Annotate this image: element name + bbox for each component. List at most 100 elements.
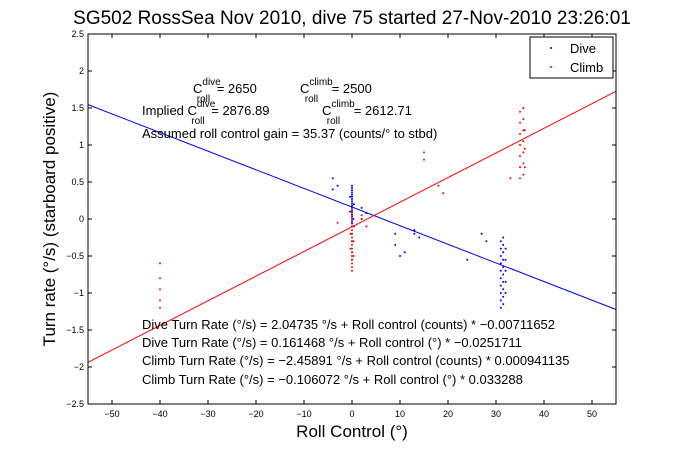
climb-point bbox=[349, 247, 352, 250]
dive-point bbox=[351, 195, 353, 198]
climb-point bbox=[519, 121, 521, 124]
climb-point bbox=[522, 140, 525, 143]
dive-point bbox=[399, 255, 401, 257]
climb-point bbox=[365, 225, 368, 228]
climb-point bbox=[522, 107, 525, 109]
dive-point bbox=[351, 191, 353, 194]
x-tick-label: −20 bbox=[248, 409, 263, 419]
x-tick-label: −40 bbox=[152, 409, 167, 419]
dive-point bbox=[499, 247, 502, 250]
fit-equation-climb-degrees: Climb Turn Rate (°/s) = −0.106072 °/s + … bbox=[142, 372, 523, 387]
climb-point bbox=[519, 177, 521, 180]
climb-point bbox=[351, 214, 353, 217]
dive-point bbox=[502, 295, 505, 298]
climb-point bbox=[351, 240, 353, 243]
climb-point bbox=[336, 221, 339, 224]
climb-point bbox=[522, 162, 525, 165]
dive-point bbox=[351, 198, 353, 201]
climb-point bbox=[351, 243, 353, 246]
dive-point bbox=[502, 258, 505, 261]
climb-point bbox=[352, 240, 355, 243]
climb-point bbox=[523, 166, 526, 169]
dive-point bbox=[394, 232, 397, 235]
climb-point bbox=[351, 229, 353, 232]
x-axis-label: Roll Control (°) bbox=[296, 422, 408, 441]
dive-point bbox=[349, 210, 352, 213]
climb-point bbox=[519, 132, 521, 135]
climb-point bbox=[522, 173, 525, 176]
dive-point bbox=[499, 306, 502, 309]
x-tick-label: 0 bbox=[349, 409, 354, 419]
y-axis-label: Turn rate (°/s) (starboard positive) bbox=[40, 92, 59, 347]
dive-point bbox=[413, 232, 416, 235]
dive-point bbox=[504, 280, 507, 283]
y-tick-label: 2.5 bbox=[71, 29, 84, 39]
legend-marker-dive bbox=[550, 47, 552, 49]
dive-point bbox=[418, 236, 421, 239]
dive-point bbox=[504, 269, 507, 272]
dive-point bbox=[352, 203, 355, 206]
y-tick-label: −2 bbox=[74, 362, 84, 372]
axes: −50 −40 −30 −20 −10 0 10 20 30 40 50−2.5−2−1.5−1−0… bbox=[66, 29, 617, 419]
dive-point bbox=[403, 251, 406, 254]
dive-point bbox=[480, 232, 483, 235]
dive-point bbox=[499, 284, 502, 287]
dive-point bbox=[504, 292, 507, 294]
legend-marker-climb bbox=[550, 66, 552, 68]
climb-point bbox=[522, 118, 525, 121]
dive-point bbox=[502, 280, 505, 283]
dive-point bbox=[499, 255, 502, 257]
y-tick-label: −1.5 bbox=[66, 325, 84, 335]
climb-point bbox=[351, 236, 353, 239]
climb-point bbox=[519, 155, 521, 158]
dive-point bbox=[349, 195, 352, 198]
dive-point bbox=[360, 206, 363, 209]
dive-point bbox=[331, 188, 334, 191]
climb-point bbox=[351, 255, 353, 257]
dive-point bbox=[502, 251, 505, 254]
legend-box bbox=[529, 36, 614, 79]
dive-point bbox=[360, 218, 363, 220]
dive-point bbox=[331, 177, 334, 180]
x-tick-label: 50 bbox=[587, 409, 597, 419]
y-tick-label: −1 bbox=[74, 288, 84, 298]
climb-point bbox=[159, 299, 161, 302]
climb-point bbox=[351, 232, 353, 235]
dive-point bbox=[394, 243, 397, 246]
dive-point bbox=[499, 240, 502, 243]
dive-point bbox=[502, 273, 505, 276]
climb-point bbox=[159, 277, 161, 280]
climb-point bbox=[442, 192, 445, 195]
climb-point bbox=[509, 177, 512, 180]
dive-point bbox=[499, 269, 502, 272]
climb-point bbox=[351, 269, 353, 272]
legend: Dive Climb bbox=[529, 36, 614, 79]
climb-point bbox=[522, 151, 525, 154]
dive-point bbox=[351, 215, 353, 218]
fit-lines bbox=[87, 90, 617, 363]
climb-point bbox=[159, 262, 161, 265]
dive-point bbox=[336, 184, 339, 187]
dive-point bbox=[351, 189, 353, 192]
legend-label-climb: Climb bbox=[570, 60, 603, 75]
climb-point bbox=[522, 129, 525, 132]
fit-line-dive bbox=[87, 104, 617, 310]
climb-point bbox=[351, 258, 353, 261]
annotation-cclimb: Cclimb roll = 2500 bbox=[300, 77, 372, 105]
legend-label-dive: Dive bbox=[570, 41, 596, 56]
x-tick-label: −50 bbox=[104, 409, 119, 419]
plot-area: Cdive roll = 2650 Cclimb roll = 2500 Impli… bbox=[66, 29, 617, 419]
dive-point bbox=[352, 218, 355, 220]
dive-point bbox=[502, 303, 505, 306]
dive-point bbox=[485, 240, 488, 243]
x-tick-label: 40 bbox=[539, 409, 549, 419]
climb-point bbox=[349, 232, 352, 235]
annotation-gain: Assumed roll control gain = 35.37 (count… bbox=[142, 126, 437, 141]
climb-point bbox=[351, 210, 353, 213]
dive-point bbox=[351, 220, 353, 223]
y-tick-label: 1 bbox=[79, 140, 84, 150]
dive-point bbox=[499, 277, 502, 280]
dive-point bbox=[499, 262, 502, 265]
climb-point bbox=[351, 262, 353, 265]
dive-point bbox=[351, 204, 353, 207]
